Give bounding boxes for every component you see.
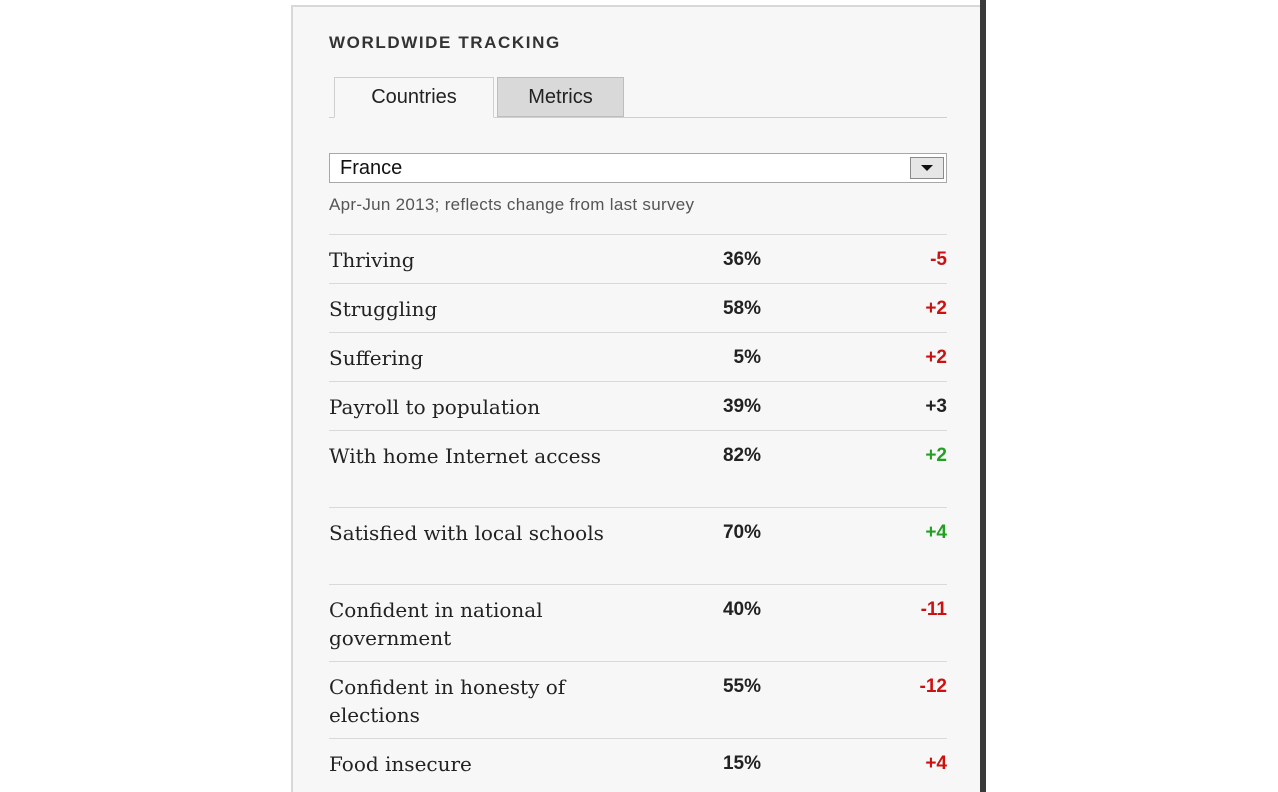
metric-value: 36% bbox=[722, 249, 761, 270]
metric-change: +3 bbox=[925, 396, 947, 417]
metric-label: Payroll to population bbox=[329, 395, 541, 419]
table-row: Confident in national government 40% -11 bbox=[329, 584, 947, 661]
tab-countries[interactable]: Countries bbox=[334, 77, 494, 118]
country-select-value: France bbox=[340, 157, 403, 179]
table-row: Payroll to population 39% +3 bbox=[329, 381, 947, 430]
table-row: Struggling 58% +2 bbox=[329, 283, 947, 332]
tab-metrics[interactable]: Metrics bbox=[497, 77, 624, 117]
table-row: Suffering 5% +2 bbox=[329, 332, 947, 381]
metric-label: Suffering bbox=[329, 346, 424, 370]
metric-value: 15% bbox=[722, 753, 761, 774]
metric-label: Satisfied with local schools bbox=[329, 521, 604, 545]
table-row: Satisfied with local schools 70% +4 bbox=[329, 507, 947, 584]
metric-change: +2 bbox=[925, 445, 947, 466]
metric-value: 55% bbox=[722, 676, 761, 697]
country-select[interactable]: France bbox=[329, 153, 947, 183]
metric-value: 5% bbox=[733, 347, 761, 368]
metrics-table: Thriving 36% -5 Struggling 58% +2 Suffer… bbox=[329, 234, 947, 787]
tab-bar: Countries Metrics bbox=[329, 77, 947, 118]
metric-label: Confident in honesty of elections bbox=[329, 675, 566, 727]
panel-title: WORLDWIDE TRACKING bbox=[329, 33, 561, 52]
dropdown-arrow-button[interactable] bbox=[910, 157, 944, 179]
chevron-down-icon bbox=[921, 165, 933, 171]
metric-value: 39% bbox=[722, 396, 761, 417]
metric-label: Food insecure bbox=[329, 752, 472, 776]
worldwide-tracking-panel: WORLDWIDE TRACKING Countries Metrics Fra… bbox=[291, 5, 980, 792]
metric-change: +2 bbox=[925, 347, 947, 368]
metric-value: 82% bbox=[722, 445, 761, 466]
window-edge bbox=[980, 0, 986, 792]
metric-label: Confident in national government bbox=[329, 598, 543, 650]
metric-change: -5 bbox=[930, 249, 947, 270]
metric-value: 70% bbox=[722, 522, 761, 543]
survey-note: Apr-Jun 2013; reflects change from last … bbox=[329, 195, 695, 214]
table-row: With home Internet access 82% +2 bbox=[329, 430, 947, 507]
metric-change: +4 bbox=[925, 522, 947, 543]
metric-change: -11 bbox=[920, 599, 947, 620]
metric-value: 58% bbox=[722, 298, 761, 319]
metric-value: 40% bbox=[722, 599, 761, 620]
metric-label: Thriving bbox=[329, 248, 415, 272]
metric-change: +4 bbox=[925, 753, 947, 774]
metric-change: +2 bbox=[925, 298, 947, 319]
metric-label: With home Internet access bbox=[329, 444, 601, 468]
metric-label: Struggling bbox=[329, 297, 438, 321]
table-row: Food insecure 15% +4 bbox=[329, 738, 947, 787]
table-row: Thriving 36% -5 bbox=[329, 234, 947, 283]
table-row: Confident in honesty of elections 55% -1… bbox=[329, 661, 947, 738]
metric-change: -12 bbox=[919, 676, 947, 697]
